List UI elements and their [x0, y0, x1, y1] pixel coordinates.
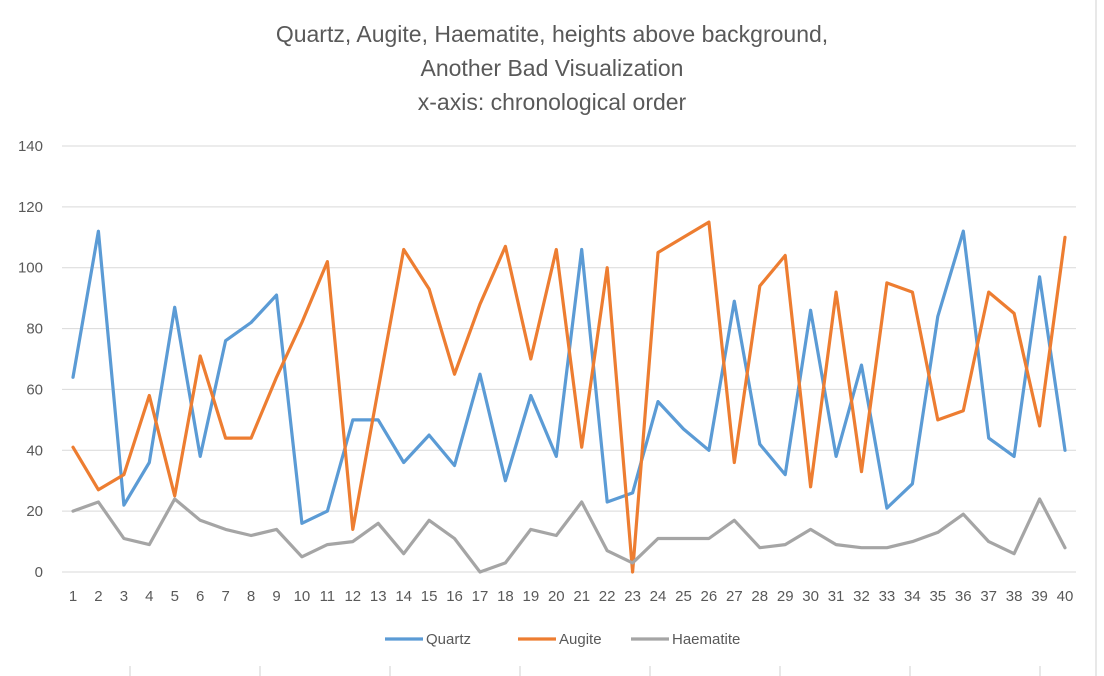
- x-tick-label: 34: [904, 588, 921, 605]
- x-tick-label: 36: [955, 588, 972, 605]
- y-tick-label: 20: [26, 503, 43, 520]
- series-line-haematite: [71, 497, 1067, 574]
- x-tick-label: 22: [599, 588, 616, 605]
- x-tick-label: 25: [675, 588, 692, 605]
- x-tick-label: 9: [272, 588, 280, 605]
- y-tick-label: 60: [26, 381, 43, 398]
- x-tick-label: 20: [548, 588, 565, 605]
- x-tick-label: 14: [395, 588, 412, 605]
- x-tick-label: 29: [777, 588, 794, 605]
- x-tick-label: 1: [69, 588, 77, 605]
- legend: Quartz Augite Haematite: [385, 631, 740, 648]
- plot-series: [71, 220, 1067, 574]
- x-tick-label: 3: [120, 588, 128, 605]
- x-tick-label: 33: [879, 588, 896, 605]
- series-line-augite: [71, 220, 1067, 574]
- x-tick-label: 40: [1057, 588, 1074, 605]
- x-tick-label: 11: [320, 588, 336, 605]
- y-tick-label: 120: [18, 199, 43, 216]
- x-tick-label: 26: [701, 588, 718, 605]
- series-line-quartz: [71, 229, 1067, 525]
- chart-title-line-1: Quartz, Augite, Haematite, heights above…: [276, 21, 828, 47]
- y-axis-tick-labels: 0 20 40 60 80 100 120 140: [18, 138, 43, 581]
- x-tick-label: 21: [573, 588, 590, 605]
- x-tick-label: 18: [497, 588, 514, 605]
- y-tick-label: 40: [26, 442, 43, 459]
- x-tick-label: 2: [94, 588, 102, 605]
- x-axis-tick-labels: 1 2 3 4 5 6 7 8 9 10 11 12 13 14 15 16 17 18 19 20 21 22 23 24 2…: [69, 588, 1074, 605]
- chart-title-line-3: x-axis: chronological order: [418, 89, 687, 115]
- x-tick-label: 6: [196, 588, 204, 605]
- x-tick-label: 37: [980, 588, 997, 605]
- legend-label-haematite: Haematite: [672, 631, 740, 648]
- x-tick-label: 15: [421, 588, 438, 605]
- x-tick-label: 4: [145, 588, 153, 605]
- y-tick-label: 80: [26, 321, 43, 338]
- legend-label-quartz: Quartz: [426, 631, 471, 648]
- x-tick-label: 28: [751, 588, 768, 605]
- sheet-edge-ticks: [129, 0, 1097, 676]
- gridlines: [62, 145, 1076, 573]
- chart-title-line-2: Another Bad Visualization: [421, 55, 684, 81]
- x-tick-label: 17: [472, 588, 489, 605]
- x-tick-label: 32: [853, 588, 870, 605]
- x-tick-label: 10: [294, 588, 311, 605]
- x-tick-label: 27: [726, 588, 743, 605]
- x-tick-label: 19: [523, 588, 540, 605]
- x-tick-label: 38: [1006, 588, 1023, 605]
- x-tick-label: 16: [446, 588, 463, 605]
- x-tick-label: 24: [650, 588, 667, 605]
- x-tick-label: 39: [1031, 588, 1048, 605]
- legend-label-augite: Augite: [559, 631, 602, 648]
- x-tick-label: 7: [221, 588, 229, 605]
- x-tick-label: 5: [171, 588, 179, 605]
- y-tick-label: 0: [35, 564, 43, 581]
- x-tick-label: 23: [624, 588, 641, 605]
- y-tick-label: 100: [18, 260, 43, 277]
- x-tick-label: 8: [247, 588, 255, 605]
- x-tick-label: 13: [370, 588, 387, 605]
- x-tick-label: 35: [929, 588, 946, 605]
- chart-title: Quartz, Augite, Haematite, heights above…: [276, 21, 828, 115]
- x-tick-label: 30: [802, 588, 819, 605]
- x-tick-label: 31: [828, 588, 845, 605]
- x-tick-label: 12: [344, 588, 361, 605]
- y-tick-label: 140: [18, 138, 43, 155]
